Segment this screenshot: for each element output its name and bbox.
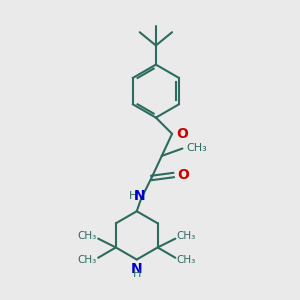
Text: O: O [176, 127, 188, 141]
Text: N: N [131, 262, 142, 276]
Text: CH₃: CH₃ [177, 231, 196, 241]
Text: H: H [133, 269, 141, 279]
Text: CH₃: CH₃ [186, 143, 207, 153]
Text: O: O [177, 168, 189, 182]
Text: N: N [134, 189, 146, 203]
Text: CH₃: CH₃ [77, 255, 97, 265]
Text: H: H [129, 191, 137, 201]
Text: CH₃: CH₃ [177, 255, 196, 265]
Text: CH₃: CH₃ [77, 231, 97, 241]
